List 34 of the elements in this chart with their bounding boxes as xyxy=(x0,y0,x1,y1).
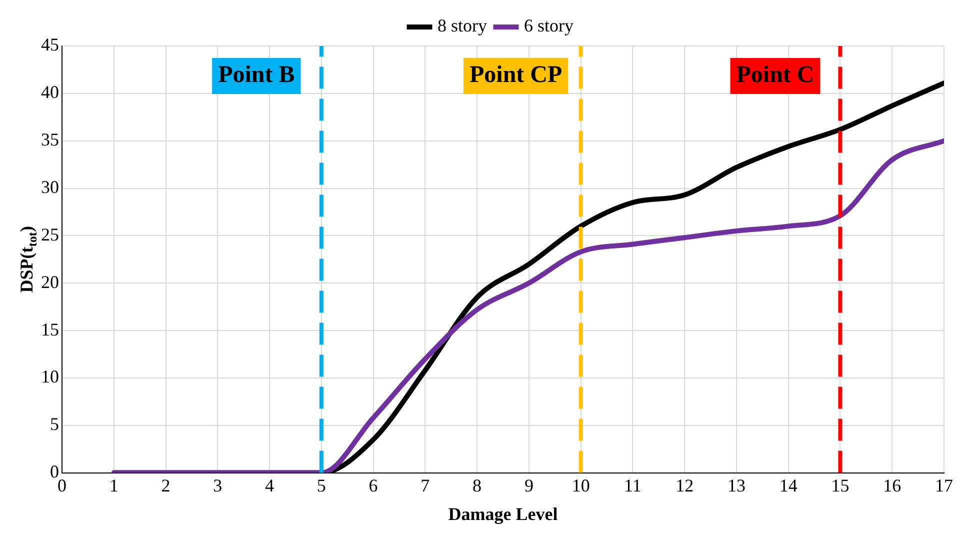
y-tick-label: 20 xyxy=(41,272,59,292)
y-tick-label: 15 xyxy=(41,319,59,340)
y-tick-label: 40 xyxy=(41,82,59,102)
x-tick-label: 3 xyxy=(213,475,222,496)
x-tick-label: 15 xyxy=(831,475,850,496)
y-tick-label: 10 xyxy=(41,366,59,387)
ref-line-label: Point C xyxy=(736,62,814,88)
x-tick-label: 4 xyxy=(265,475,274,496)
x-tick-label: 6 xyxy=(368,475,378,496)
y-tick-label: 35 xyxy=(41,130,59,150)
legend-label: 8 story xyxy=(438,16,487,36)
x-axis-title: Damage Level xyxy=(448,504,558,524)
x-tick-label: 7 xyxy=(420,475,430,496)
x-tick-label: 2 xyxy=(161,475,170,496)
x-tick-label: 9 xyxy=(524,475,534,496)
y-tick-label: 0 xyxy=(50,462,59,482)
x-tick-label: 11 xyxy=(624,475,642,496)
x-tick-label: 8 xyxy=(472,475,482,496)
x-tick-label: 12 xyxy=(676,475,694,496)
x-tick-label: 16 xyxy=(883,475,902,496)
legend-label: 6 story xyxy=(524,16,574,36)
y-tick-label: 45 xyxy=(41,34,59,55)
y-tick-label: 5 xyxy=(50,414,59,434)
ref-line-label: Point CP xyxy=(469,62,562,88)
y-tick-label: 25 xyxy=(41,224,59,244)
y-axis-title: DSP(ttot) xyxy=(16,226,40,293)
x-tick-label: 17 xyxy=(935,475,953,496)
y-tick-label: 30 xyxy=(41,177,59,197)
ref-line-label: Point B xyxy=(218,62,295,88)
x-tick-label: 5 xyxy=(316,475,326,496)
x-tick-label: 13 xyxy=(727,475,746,496)
x-tick-label: 10 xyxy=(572,475,590,496)
x-tick-label: 1 xyxy=(109,475,118,496)
x-tick-label: 14 xyxy=(779,475,798,496)
